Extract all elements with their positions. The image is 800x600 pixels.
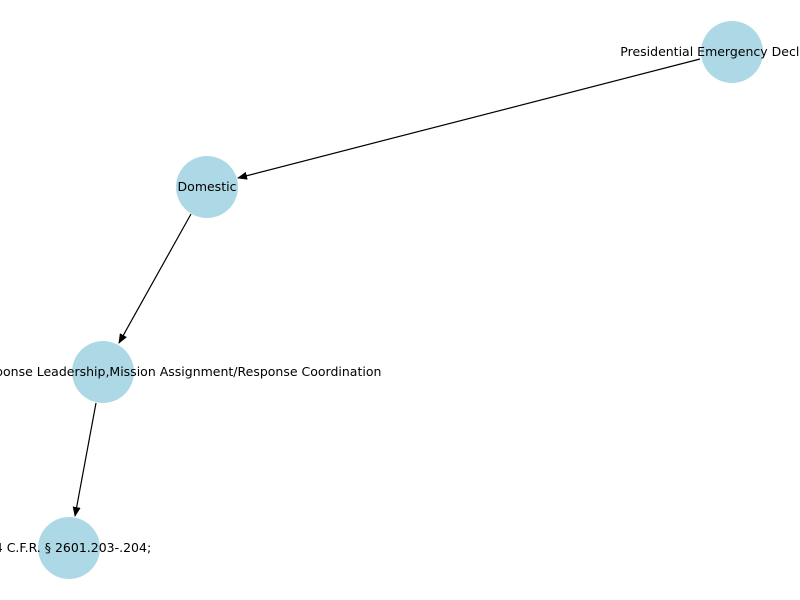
node-label-n4: 44 C.F.R. § 2601.203-.204;	[0, 540, 151, 555]
node-circle-n2	[176, 156, 238, 218]
node-circle-n4	[38, 517, 100, 579]
node-label-n1: Presidential Emergency Declaration	[620, 44, 800, 59]
node-circle-n1	[701, 21, 763, 83]
edge-n3-n4	[72, 402, 97, 517]
edge-n1-n2	[237, 58, 701, 180]
node-circle-n3	[72, 341, 134, 403]
edge-n2-n3	[118, 213, 192, 344]
node-label-n2: Domestic	[178, 179, 237, 194]
node-label-n3: Federal Support Efforts,Response Leaders…	[0, 364, 381, 379]
